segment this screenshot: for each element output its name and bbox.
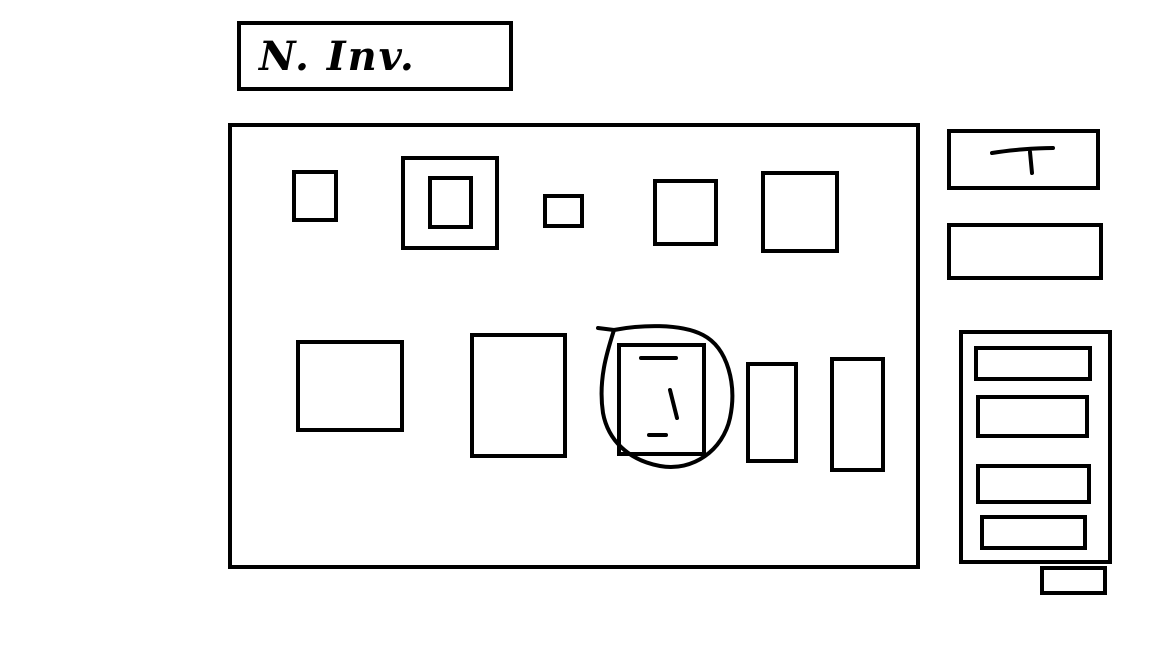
inventory-slot-row-2-slot-2[interactable]: [470, 333, 567, 458]
inventory-slot-row-1-slot-1[interactable]: [292, 170, 338, 222]
inventory-slot-row-2-slot-4[interactable]: [746, 362, 798, 463]
inventory-panel: [228, 123, 920, 569]
side-list-item-3[interactable]: [976, 464, 1091, 504]
inventory-slot-row-1-slot-2-inner-item: [428, 176, 473, 229]
inventory-slot-row-1-slot-2[interactable]: [401, 156, 499, 250]
inventory-slot-row-2-slot-3[interactable]: [617, 343, 706, 456]
side-list-panel: [959, 330, 1112, 564]
side-list-item-4[interactable]: [980, 515, 1087, 550]
inventory-title: N. Inv.: [259, 33, 416, 80]
inventory-slot-row-2-slot-5[interactable]: [830, 357, 885, 472]
inventory-slot-row-1-slot-5[interactable]: [761, 171, 839, 253]
inventory-slot-row-1-slot-4[interactable]: [653, 179, 718, 246]
inventory-slot-row-2-slot-1[interactable]: [296, 340, 404, 432]
side-slot-top[interactable]: [947, 129, 1100, 190]
side-list-action-button[interactable]: [1040, 566, 1107, 595]
side-slot-secondary[interactable]: [947, 223, 1103, 280]
inventory-slot-row-1-slot-3[interactable]: [543, 194, 584, 228]
side-list-item-2[interactable]: [976, 395, 1089, 438]
side-list-item-1[interactable]: [974, 346, 1092, 381]
inventory-title-box: N. Inv.: [237, 21, 513, 91]
